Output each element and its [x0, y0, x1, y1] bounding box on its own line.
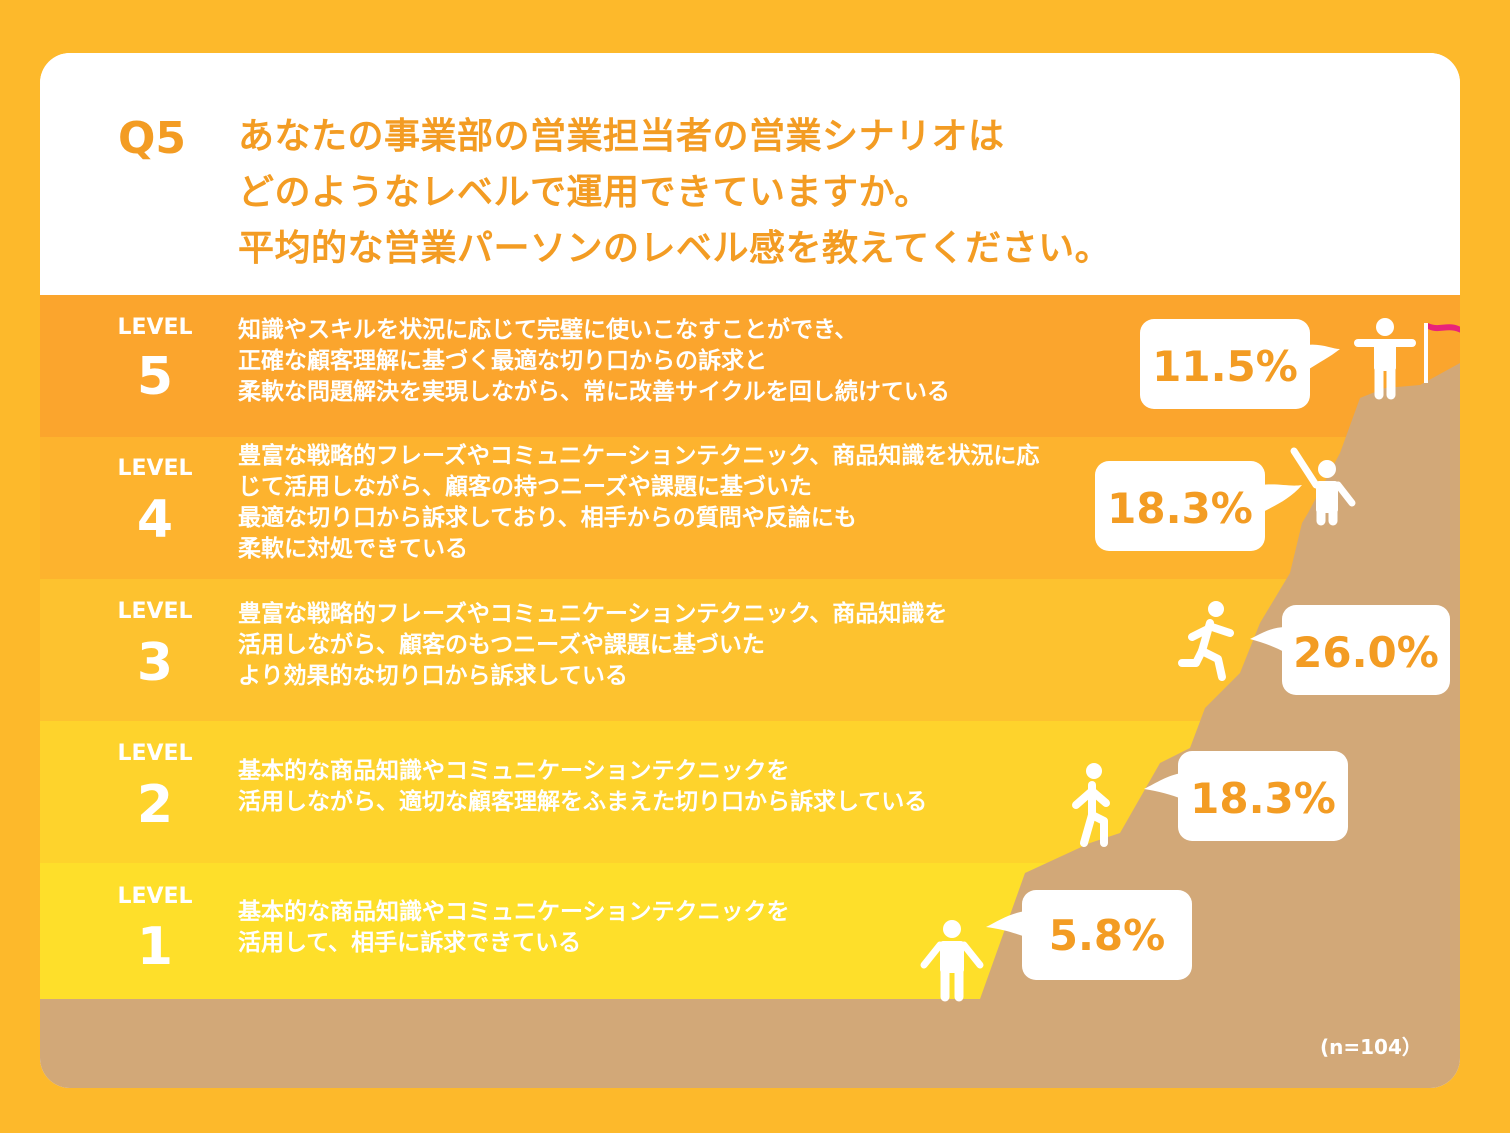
level-1-description: 基本的な商品知識やコミュニケーションテクニックを 活用して、相手に訴求できている — [238, 897, 790, 959]
description-line: 豊富な戦略的フレーズやコミュニケーションテクニック、商品知識を — [238, 601, 948, 627]
percent-label: 18.3% — [1107, 484, 1253, 533]
description-line: 活用しながら、適切な顧客理解をふまえた切り口から訴求している — [238, 789, 928, 815]
question-line: 平均的な営業パーソンのレベル感を教えてください。 — [238, 228, 1112, 269]
flag-icon — [1424, 323, 1460, 383]
level-2-description: 基本的な商品知識やコミュニケーションテクニックを 活用しながら、適切な顧客理解を… — [238, 756, 927, 818]
description-line: 豊富な戦略的フレーズやコミュニケーションテクニック、商品知識を状況に応 — [238, 443, 1040, 469]
question-number: Q5 — [118, 113, 187, 164]
person-celebrating-icon — [1354, 318, 1416, 400]
percent-label: 26.0% — [1293, 628, 1439, 677]
person-waving-icon — [1290, 447, 1356, 526]
mountain-chart: 11.5% 18.3% 26.0% 18.3% 5.8% — [40, 318, 1460, 1088]
description-line: 活用しながら、顧客のもつニーズや課題に基づいた — [238, 632, 765, 658]
level-4-word: LEVEL — [117, 456, 193, 481]
description-line: 基本的な商品知識やコミュニケーションテクニックを — [238, 758, 790, 784]
description-line: じて活用しながら、顧客の持つニーズや課題に基づいた — [238, 474, 812, 500]
level-2-number: 2 — [136, 775, 174, 835]
level-3-description: 豊富な戦略的フレーズやコミュニケーションテクニック、商品知識を 活用しながら、顧… — [238, 599, 947, 692]
description-line: 正確な顧客理解に基づく最適な切り口からの訴求と — [238, 348, 767, 374]
percent-bubble-level-4: 18.3% — [1095, 461, 1302, 551]
description-line: 基本的な商品知識やコミュニケーションテクニックを — [238, 899, 790, 925]
person-running-icon — [1178, 601, 1234, 681]
percent-label: 18.3% — [1190, 774, 1336, 823]
level-4-description: 豊富な戦略的フレーズやコミュニケーションテクニック、商品知識を状況に応 じて活用… — [238, 441, 1039, 565]
question-text: あなたの事業部の営業担当者の営業シナリオは どのようなレベルで運用できていますか… — [238, 109, 1111, 277]
level-3-number: 3 — [136, 633, 174, 693]
description-line: 柔軟な問題解決を実現しながら、常に改善サイクルを回し続けている — [238, 379, 950, 405]
person-walking-icon — [1072, 763, 1110, 847]
level-5-word: LEVEL — [117, 315, 193, 340]
person-standing-icon — [920, 920, 984, 1002]
percent-label: 11.5% — [1152, 342, 1298, 391]
sample-size-note: (n=104） — [1320, 1035, 1422, 1059]
percent-bubble-level-2: 18.3% — [1144, 751, 1348, 841]
question-header: Q5 あなたの事業部の営業担当者の営業シナリオは どのようなレベルで運用できてい… — [40, 53, 1460, 295]
level-5-description: 知識やスキルを状況に応じて完璧に使いこなすことができ、 正確な顧客理解に基づく最… — [238, 315, 950, 408]
percent-bubble-level-3: 26.0% — [1250, 605, 1450, 695]
survey-card: Q5 あなたの事業部の営業担当者の営業シナリオは どのようなレベルで運用できてい… — [40, 53, 1460, 1088]
level-1-number: 1 — [136, 917, 174, 977]
question-line: あなたの事業部の営業担当者の営業シナリオは — [238, 116, 1005, 157]
description-line: 柔軟に対処できている — [238, 536, 468, 562]
level-3-word: LEVEL — [117, 599, 193, 624]
percent-bubble-level-1: 5.8% — [986, 890, 1192, 980]
description-line: 知識やスキルを状況に応じて完璧に使いこなすことができ、 — [238, 317, 858, 343]
description-line: 最適な切り口から訴求しており、相手からの質問や反論にも — [238, 505, 857, 531]
question-line: どのようなレベルで運用できていますか。 — [238, 172, 931, 213]
level-2-word: LEVEL — [117, 741, 193, 766]
level-4-number: 4 — [136, 490, 174, 550]
description-line: 活用して、相手に訴求できている — [238, 930, 582, 956]
percent-bubble-level-5: 11.5% — [1140, 319, 1340, 409]
level-5-number: 5 — [136, 347, 174, 407]
description-line: より効果的な切り口から訴求している — [238, 663, 628, 689]
percent-label: 5.8% — [1049, 911, 1165, 960]
level-1-word: LEVEL — [117, 884, 193, 909]
